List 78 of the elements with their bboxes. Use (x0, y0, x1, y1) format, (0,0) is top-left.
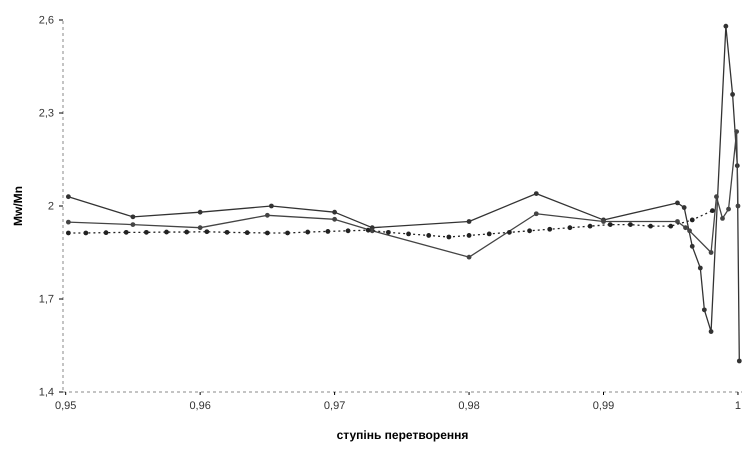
y-tick-label: 1,4 (38, 386, 54, 399)
point (130, 222, 136, 227)
x-axis-title: ступінь перетворення (336, 428, 468, 442)
point (466, 233, 472, 238)
point (726, 206, 731, 212)
point (269, 204, 274, 208)
point (506, 230, 512, 235)
x-tick-label: 0,97 (324, 400, 346, 412)
point (466, 254, 472, 260)
point (104, 230, 108, 236)
point (736, 358, 742, 364)
point (446, 234, 452, 240)
point (325, 229, 330, 234)
point (683, 225, 688, 230)
point (204, 229, 210, 234)
point (184, 230, 190, 234)
point (332, 216, 337, 222)
point (264, 212, 270, 218)
point (198, 225, 203, 230)
point (710, 208, 715, 214)
y-axis-title: Mw/Mn (11, 186, 25, 226)
x-tick-label: 0,99 (592, 400, 614, 412)
point (426, 233, 432, 238)
point (486, 232, 492, 236)
point (224, 230, 230, 235)
point (682, 205, 687, 210)
point (366, 228, 371, 233)
point (198, 210, 203, 215)
point (66, 194, 71, 200)
y-tick-label: 2,3 (38, 108, 54, 120)
point (730, 92, 735, 97)
x-tick-label: 0,96 (189, 400, 211, 412)
point (690, 218, 695, 222)
point (723, 24, 728, 29)
point (332, 210, 337, 215)
point (244, 230, 250, 236)
point (144, 230, 149, 235)
point (714, 194, 719, 200)
y-tick-label: 2,6 (38, 14, 54, 27)
point (66, 230, 71, 236)
point (124, 230, 129, 235)
point (406, 232, 411, 236)
x-tick-label: 1 (734, 400, 742, 412)
point (675, 200, 680, 206)
point (527, 228, 532, 234)
point (687, 228, 692, 234)
x-tick-label: 0,95 (54, 400, 76, 412)
y-tick-label: 1,7 (38, 294, 54, 306)
point (130, 214, 136, 220)
point (675, 219, 680, 224)
point (708, 250, 714, 255)
point (305, 230, 310, 234)
point (734, 129, 740, 134)
x-tick-label: 0,98 (458, 400, 480, 412)
point (346, 228, 350, 234)
point (534, 191, 539, 196)
point (736, 204, 740, 208)
point (698, 266, 703, 270)
point (466, 219, 472, 224)
point (83, 230, 88, 236)
point (386, 230, 391, 235)
point (285, 230, 290, 236)
point (534, 211, 539, 216)
point (66, 220, 71, 225)
point (588, 224, 592, 229)
point (608, 222, 613, 227)
point (547, 226, 552, 232)
point (628, 222, 633, 227)
point (702, 307, 707, 312)
point (264, 230, 270, 236)
point (648, 224, 653, 229)
y-tick-label: 2 (48, 200, 54, 213)
point (668, 224, 674, 229)
point (690, 244, 695, 249)
point (567, 225, 572, 230)
point (720, 216, 725, 221)
point (164, 230, 169, 234)
point (708, 329, 714, 334)
